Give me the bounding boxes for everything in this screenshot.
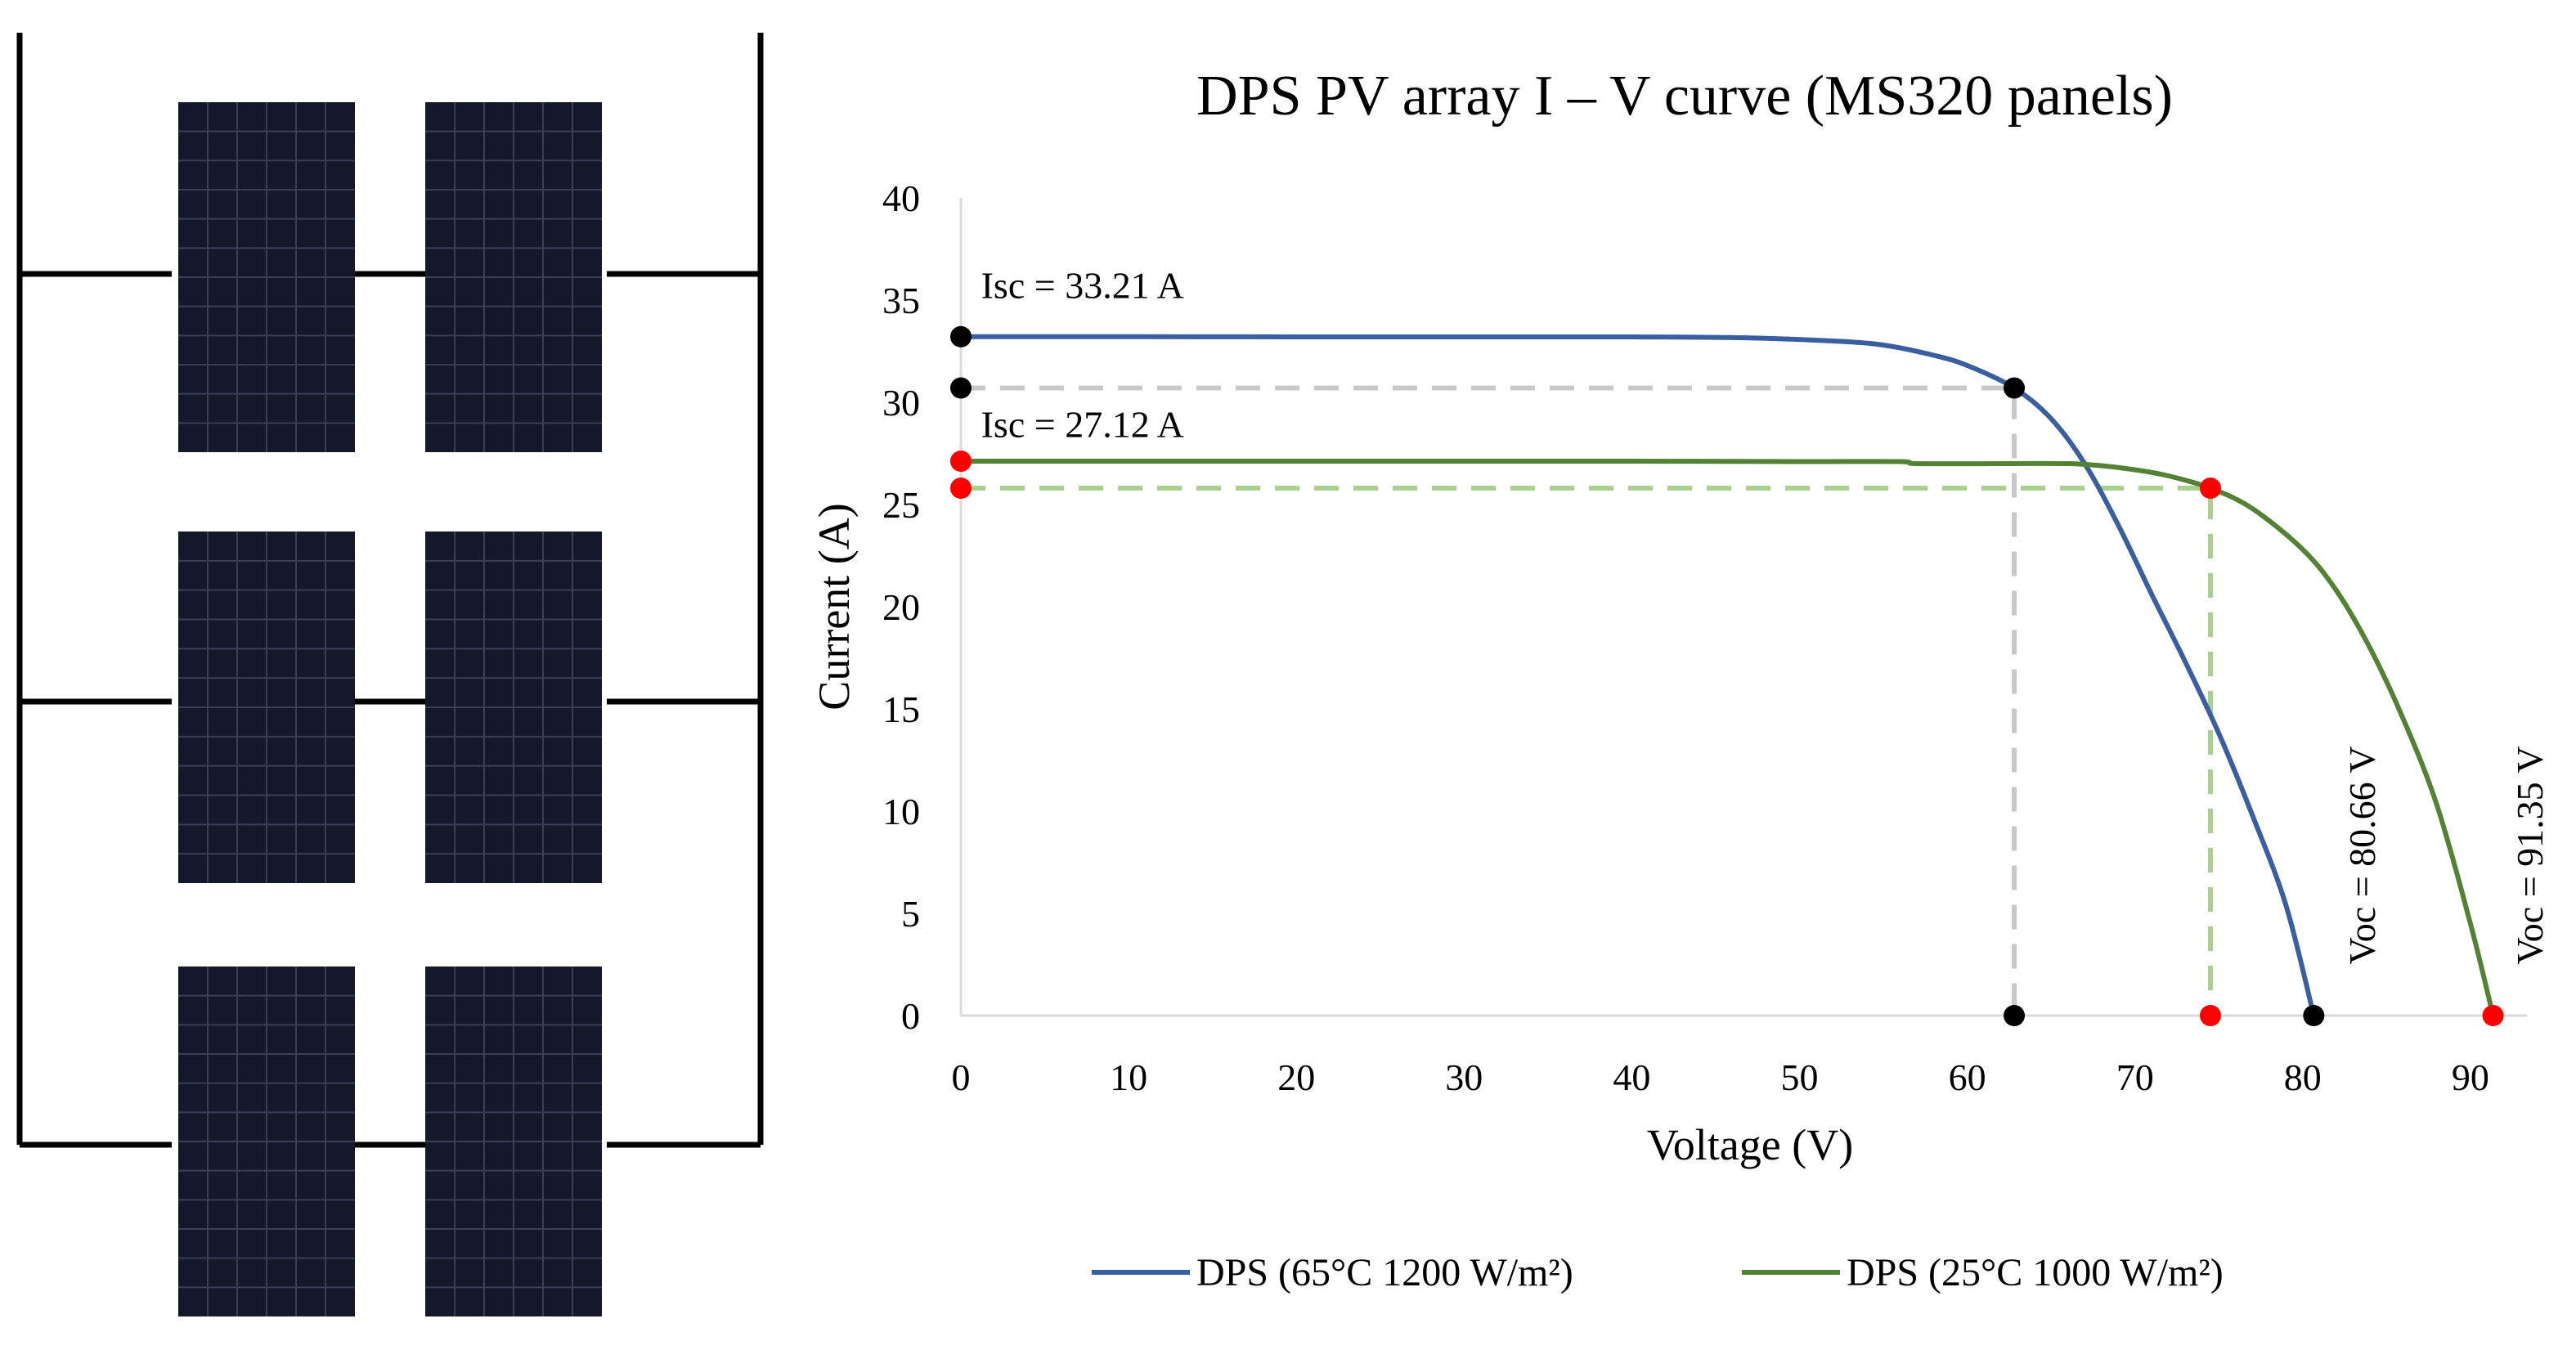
series-line-1 bbox=[960, 334, 2317, 1016]
solar-panel bbox=[425, 531, 602, 883]
y-tick-label: 25 bbox=[882, 484, 920, 526]
data-point-marker bbox=[950, 478, 972, 499]
annotations: Isc = 33.21 A Isc = 27.12 A Voc = 80.66 … bbox=[981, 265, 2551, 965]
y-axis-label: Current (A) bbox=[810, 503, 859, 710]
y-tick-label: 5 bbox=[901, 893, 920, 935]
x-tick-label: 90 bbox=[2452, 1056, 2489, 1098]
x-tick-label: 10 bbox=[1110, 1056, 1147, 1098]
y-tick-label: 15 bbox=[882, 688, 920, 730]
chart-title: DPS PV array I – V curve (MS320 panels) bbox=[1196, 65, 2173, 128]
x-tick-label: 40 bbox=[1613, 1056, 1650, 1098]
solar-panel bbox=[178, 531, 355, 883]
data-point-marker bbox=[2199, 478, 2221, 499]
x-tick-label: 30 bbox=[1445, 1056, 1483, 1098]
guide-line-1 bbox=[961, 385, 2017, 1016]
x-tick-label: 60 bbox=[1949, 1056, 1986, 1098]
x-tick-label: 0 bbox=[952, 1056, 971, 1098]
voc-annotation-1: Voc = 80.66 V bbox=[2341, 746, 2383, 964]
y-tick-label: 10 bbox=[882, 791, 920, 832]
solar-panel bbox=[425, 102, 602, 452]
pv-array-wiring-diagram bbox=[16, 33, 764, 1316]
voc-annotation-2: Voc = 91.35 V bbox=[2509, 746, 2551, 964]
y-tick-label: 20 bbox=[882, 586, 920, 628]
x-tick-label: 20 bbox=[1277, 1056, 1315, 1098]
y-tick-label: 40 bbox=[882, 177, 920, 219]
data-point-marker bbox=[950, 377, 972, 399]
point-markers bbox=[950, 325, 2504, 1026]
y-tick-labels: 0 5 10 15 20 25 30 35 40 bbox=[882, 177, 920, 1037]
data-point-marker bbox=[2482, 1005, 2504, 1026]
x-tick-labels: 0 10 20 30 40 50 60 70 80 90 bbox=[952, 1056, 2489, 1098]
legend: DPS (65°C 1200 W/m²) DPS (25°C 1000 W/m²… bbox=[1092, 1251, 2224, 1294]
isc-annotation-1: Isc = 33.21 A bbox=[981, 265, 1184, 307]
series-lines bbox=[960, 334, 2496, 1016]
y-tick-label: 0 bbox=[901, 995, 920, 1037]
data-point-marker bbox=[950, 325, 972, 348]
solar-panel bbox=[178, 967, 355, 1316]
legend-label-series-2: DPS (25°C 1000 W/m²) bbox=[1847, 1251, 2224, 1294]
solar-panel bbox=[425, 967, 602, 1316]
data-point-marker bbox=[2004, 1005, 2026, 1026]
isc-annotation-2: Isc = 27.12 A bbox=[981, 404, 1184, 446]
guide-line-2 bbox=[961, 486, 2213, 1016]
data-point-marker bbox=[2004, 377, 2026, 399]
plot-area: 0 10 20 30 40 50 60 70 80 90 0 5 10 15 20 25 30 35 40 Isc… bbox=[882, 177, 2551, 1098]
solar-panel bbox=[178, 102, 355, 452]
x-tick-label: 70 bbox=[2116, 1056, 2154, 1098]
data-point-marker bbox=[950, 451, 972, 472]
data-point-marker bbox=[2303, 1005, 2325, 1026]
legend-label-series-1: DPS (65°C 1200 W/m²) bbox=[1196, 1251, 1573, 1294]
y-tick-label: 30 bbox=[882, 382, 920, 424]
x-tick-label: 50 bbox=[1781, 1056, 1819, 1098]
y-tick-label: 35 bbox=[882, 280, 920, 321]
x-axis-label: Voltage (V) bbox=[1647, 1120, 1853, 1169]
data-point-marker bbox=[2199, 1005, 2221, 1026]
guide-lines bbox=[961, 385, 2213, 1016]
series-line-2 bbox=[960, 458, 2496, 1016]
x-tick-label: 80 bbox=[2284, 1056, 2322, 1098]
